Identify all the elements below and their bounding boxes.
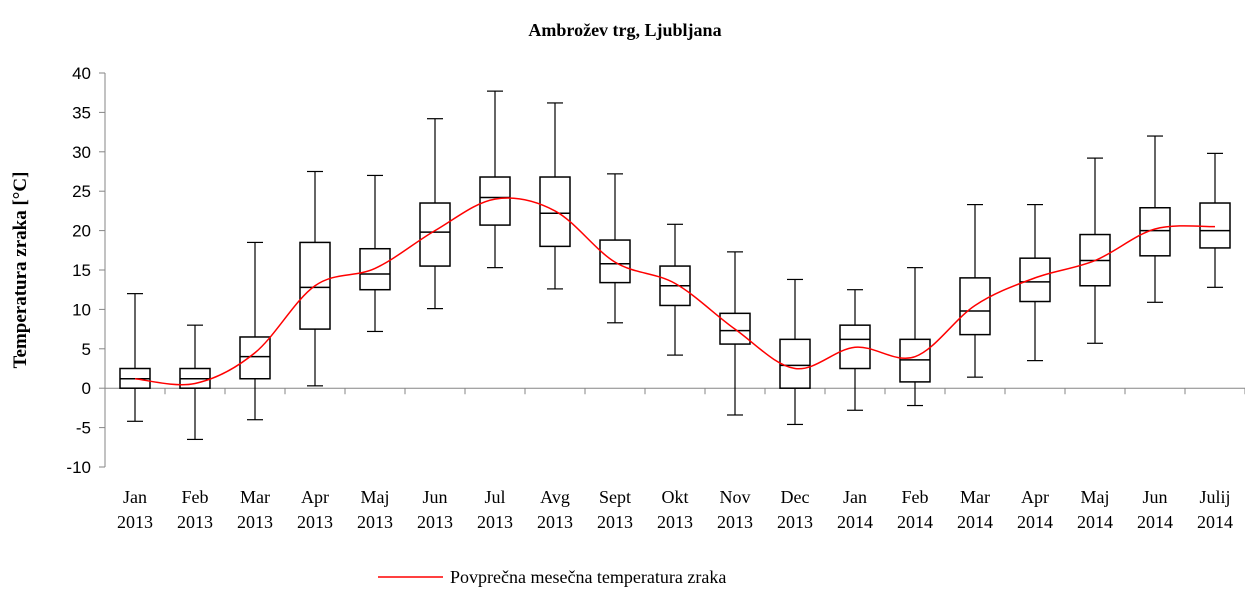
x-tick-label: Apr 2014 bbox=[1017, 487, 1053, 532]
x-tick-label: Jul 2013 bbox=[477, 487, 513, 532]
box bbox=[419, 202, 451, 267]
y-tick-label: 40 bbox=[72, 64, 91, 83]
x-tick-label-line: Jun bbox=[1142, 487, 1167, 507]
x-tick-label-line: Apr bbox=[1021, 487, 1049, 507]
y-tick-label: 15 bbox=[72, 261, 91, 280]
x-tick-label-line: 2014 bbox=[1197, 512, 1233, 532]
x-tick-label-line: 2014 bbox=[837, 512, 873, 532]
x-tick-label-line: Nov bbox=[720, 487, 751, 507]
x-tick-label: Jun 2013 bbox=[417, 487, 453, 532]
x-tick-label-line: Maj bbox=[361, 487, 390, 507]
box bbox=[1199, 202, 1231, 249]
x-tick-label-line: Mar bbox=[960, 487, 990, 507]
x-tick-label: Maj 2013 bbox=[357, 487, 393, 532]
box bbox=[1019, 257, 1051, 303]
x-tick-label: Mar 2014 bbox=[957, 487, 993, 532]
x-tick-label-line: Sept bbox=[599, 487, 631, 507]
x-tick-label-line: Okt bbox=[662, 487, 689, 507]
x-tick-label: Feb 2013 bbox=[177, 487, 213, 532]
x-tick-label: Sept 2013 bbox=[597, 487, 633, 532]
y-tick-label: -10 bbox=[66, 458, 91, 477]
x-tick-label: Jan 2013 bbox=[117, 487, 153, 532]
x-tick-label: Jun 2014 bbox=[1137, 487, 1173, 532]
x-tick-label-line: 2013 bbox=[477, 512, 513, 532]
x-tick-label-line: Apr bbox=[301, 487, 329, 507]
x-tick-label-line: 2013 bbox=[777, 512, 813, 532]
y-tick-label: 35 bbox=[72, 103, 91, 122]
x-tick-label-line: 2013 bbox=[117, 512, 153, 532]
x-tick-label-line: 2014 bbox=[1137, 512, 1173, 532]
x-tick-label-line: Jan bbox=[123, 487, 147, 507]
x-tick-label-line: Dec bbox=[781, 487, 810, 507]
x-tick-label: Julij 2014 bbox=[1197, 487, 1233, 532]
x-tick-label-line: Feb bbox=[182, 487, 209, 507]
box bbox=[899, 338, 931, 383]
x-tick-label-line: Feb bbox=[902, 487, 929, 507]
box bbox=[1139, 206, 1171, 257]
x-tick-label: Nov 2013 bbox=[717, 487, 753, 532]
x-tick-label: Feb 2014 bbox=[897, 487, 933, 532]
y-tick-label: -5 bbox=[76, 419, 91, 438]
x-tick-label-line: 2014 bbox=[897, 512, 933, 532]
x-tick-label-line: 2013 bbox=[717, 512, 753, 532]
x-tick-label-line: 2013 bbox=[237, 512, 273, 532]
x-tick-label-line: 2013 bbox=[417, 512, 453, 532]
x-tick-label-line: 2013 bbox=[597, 512, 633, 532]
y-tick-label: 30 bbox=[72, 143, 91, 162]
x-tick-label-line: Julij bbox=[1199, 487, 1230, 507]
x-tick-label: Okt 2013 bbox=[657, 487, 693, 532]
x-tick-label-line: Jul bbox=[484, 487, 505, 507]
box bbox=[479, 176, 511, 226]
y-axis-label: Temperatura zraka [°C] bbox=[10, 172, 31, 369]
x-tick-label: Apr 2013 bbox=[297, 487, 333, 532]
chart-title: Ambrožev trg, Ljubljana bbox=[528, 20, 721, 40]
x-tick-label-line: 2013 bbox=[537, 512, 573, 532]
box bbox=[839, 324, 871, 370]
y-tick-label: 5 bbox=[82, 340, 91, 359]
x-tick-label: Dec 2013 bbox=[777, 487, 813, 532]
x-tick-label: Mar 2013 bbox=[237, 487, 273, 532]
mean-line bbox=[134, 197, 1216, 386]
x-tick-label-line: 2014 bbox=[1017, 512, 1053, 532]
x-tick-label-line: Maj bbox=[1081, 487, 1110, 507]
x-tick-label-line: 2013 bbox=[297, 512, 333, 532]
x-tick-label-line: 2013 bbox=[357, 512, 393, 532]
x-tick-label: Jan 2014 bbox=[837, 487, 873, 532]
x-tick-label-line: Jun bbox=[422, 487, 447, 507]
y-tick-label: 10 bbox=[72, 300, 91, 319]
y-tick-label: 20 bbox=[72, 222, 91, 241]
box bbox=[779, 338, 811, 389]
x-tick-label-line: Mar bbox=[240, 487, 270, 507]
x-tick-label: Avg 2013 bbox=[537, 487, 573, 532]
x-tick-label-line: 2014 bbox=[957, 512, 993, 532]
x-tick-label-line: Avg bbox=[540, 487, 570, 507]
x-tick-label-line: Jan bbox=[843, 487, 867, 507]
y-tick-label: 25 bbox=[72, 182, 91, 201]
x-tick-label-line: 2013 bbox=[177, 512, 213, 532]
x-tick-label: Maj 2014 bbox=[1077, 487, 1113, 532]
legend-label: Povprečna mesečna temperatura zraka bbox=[450, 567, 726, 587]
y-tick-label: 0 bbox=[82, 379, 91, 398]
x-tick-label-line: 2014 bbox=[1077, 512, 1113, 532]
x-tick-label-line: 2013 bbox=[657, 512, 693, 532]
